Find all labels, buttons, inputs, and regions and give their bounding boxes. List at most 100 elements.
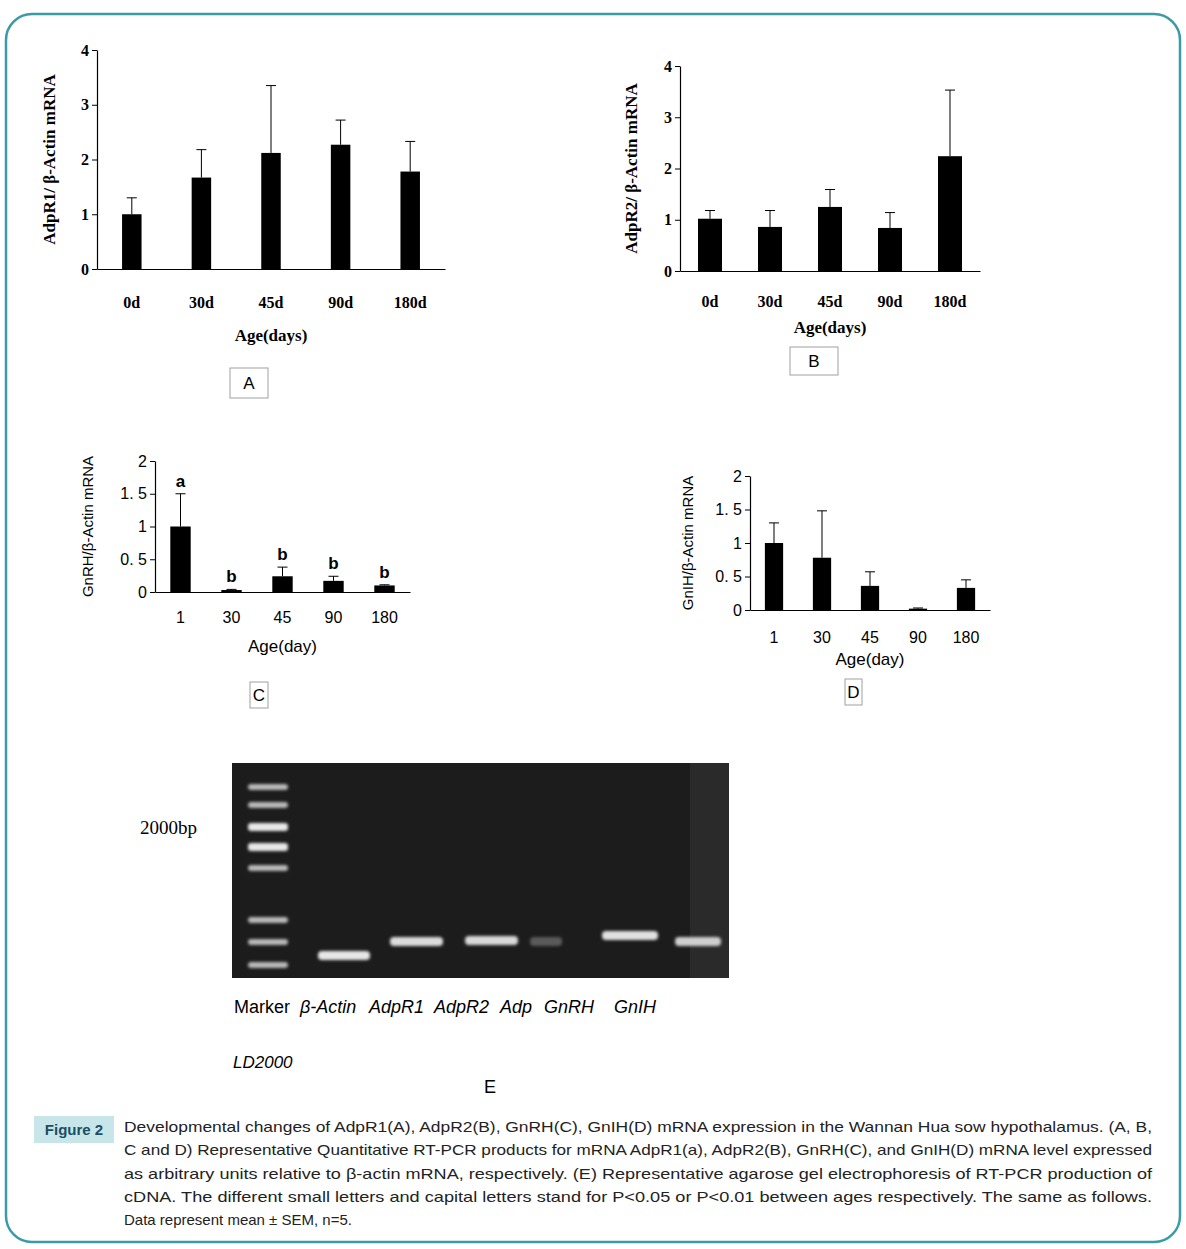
bar (170, 527, 190, 593)
ladder-band (248, 802, 288, 808)
error-bar-cap (705, 210, 715, 211)
plot-area (765, 511, 975, 610)
y-tick: 0 (81, 261, 97, 278)
error-bar-cap (266, 85, 276, 86)
ladder-band (248, 917, 288, 923)
y-tick: 4 (81, 42, 97, 59)
y-axis-line (97, 51, 98, 270)
y-axis-line (680, 67, 681, 272)
sample-band (675, 937, 721, 946)
chart: 012340d30d45d90d180dAge(days)AdpR1/ β-Ac… (40, 42, 446, 398)
error-bar (885, 213, 895, 228)
sample-band (602, 931, 658, 940)
ladder-band (248, 843, 288, 851)
y-axis-line (750, 477, 751, 611)
x-tick: 180 (371, 592, 398, 626)
error-bar-cap (405, 141, 415, 142)
y-tick-label: 0. 5 (120, 551, 147, 568)
bar (957, 588, 975, 610)
x-tick: 45 (861, 610, 879, 646)
x-tick-label: 45 (861, 629, 879, 646)
y-axis-title: GnRH/β-Actin mRNA (79, 456, 96, 597)
y-tick: 3 (664, 109, 680, 126)
error-bar-stem (822, 511, 823, 558)
error-bar-stem (271, 86, 272, 153)
y-tick-label: 1. 5 (120, 485, 147, 502)
ladder-band (248, 939, 288, 945)
panel-label: E (484, 1077, 496, 1097)
y-axis-title: AdpR1/ β-Actin mRNA (40, 74, 59, 245)
x-tick-label: 30d (189, 294, 214, 311)
error-bar (765, 211, 775, 227)
error-bar-cap (885, 212, 895, 213)
error-bar-stem (870, 572, 871, 586)
y-tick: 4 (664, 58, 680, 75)
error-bar (705, 211, 715, 219)
ladder-band (248, 823, 288, 831)
y-tick: 1. 5 (120, 485, 155, 502)
error-bar-stem (201, 150, 202, 178)
x-axis: 0d30d45d90d180d (681, 271, 981, 310)
y-tick-mark (675, 66, 680, 67)
y-tick-mark (675, 169, 680, 170)
bar (122, 214, 141, 269)
x-tick-label: 90d (878, 293, 903, 310)
gel-panel: 2000bpMarkerβ-ActinAdpR1AdpR2AdpGnRHGnIH… (140, 763, 729, 1097)
size-label: 2000bp (140, 817, 197, 838)
y-axis: 01234 (664, 58, 681, 280)
x-tick-label: 1 (176, 609, 185, 626)
y-tick-label: 0 (733, 602, 742, 619)
error-bar-cap (961, 579, 971, 580)
y-tick: 0. 5 (715, 568, 750, 585)
y-tick-label: 0 (664, 263, 672, 280)
y-tick-label: 1. 5 (715, 501, 742, 518)
x-tick: 90d (328, 269, 353, 311)
significance-letter: b (379, 563, 389, 582)
figure: 012340d30d45d90d180dAge(days)AdpR1/ β-Ac… (0, 0, 1186, 1249)
error-bar-stem (710, 211, 711, 219)
error-bar (227, 589, 237, 591)
y-tick-mark (745, 577, 750, 578)
y-tick-label: 0. 5 (715, 568, 742, 585)
chart: 012340d30d45d90d180dAge(days)AdpR2/ β-Ac… (622, 58, 981, 375)
x-tick-label: 180d (934, 293, 967, 310)
y-tick-mark (745, 543, 750, 544)
bar (758, 227, 782, 271)
error-bar-cap (227, 589, 237, 590)
y-tick-label: 2 (81, 151, 89, 168)
bar (261, 153, 280, 269)
y-tick-label: 0 (138, 584, 147, 601)
panel-box (790, 347, 838, 375)
x-tick-label: 90 (325, 609, 343, 626)
y-tick: 0. 5 (120, 551, 155, 568)
bar (323, 581, 343, 592)
y-tick-label: 1 (733, 535, 742, 552)
error-bar-cap (817, 510, 827, 511)
ladder-band (248, 962, 288, 968)
lane-label: GnIH (614, 997, 657, 1017)
x-axis: 1304590180 (156, 592, 411, 626)
error-bar-stem (282, 567, 283, 576)
y-tick-mark (675, 220, 680, 221)
y-tick-mark (92, 214, 97, 215)
x-axis-line (681, 271, 981, 272)
y-tick-mark (745, 476, 750, 477)
error-bar-stem (180, 494, 181, 527)
error-bar (817, 511, 827, 558)
y-tick: 2 (81, 151, 97, 168)
x-tick: 45d (818, 271, 843, 310)
error-bar (945, 90, 955, 156)
x-tick-label: 45 (274, 609, 292, 626)
x-tick: 0d (123, 269, 140, 311)
panel-label: D (847, 683, 859, 702)
panel-label: C (253, 686, 265, 705)
caption-label-box (34, 1116, 114, 1143)
x-tick-label: 180d (394, 294, 427, 311)
bar (331, 145, 350, 269)
y-tick-label: 1 (138, 518, 147, 535)
y-axis-title: GnIH/β-Actin mRNA (679, 476, 696, 610)
y-tick-mark (150, 494, 155, 495)
error-bar-cap (380, 584, 390, 585)
x-tick-label: 45d (259, 294, 284, 311)
y-tick: 2 (138, 453, 155, 470)
